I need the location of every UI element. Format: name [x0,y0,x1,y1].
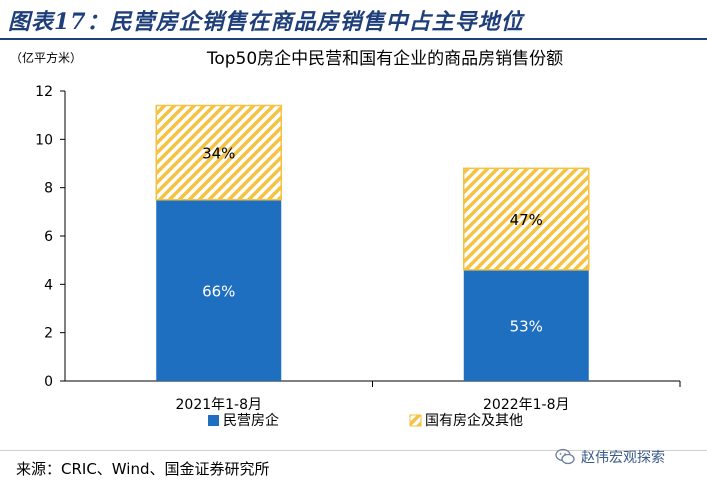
data-label: 66% [202,282,235,300]
legend-swatch [409,414,422,427]
y-tick-label: 0 [44,374,53,390]
y-tick-label: 10 [35,132,53,148]
y-tick-label: 4 [44,277,53,293]
watermark-text: 赵伟宏观探索 [581,450,665,466]
data-label: 34% [202,145,235,163]
y-tick-label: 2 [44,326,53,342]
wechat-icon [555,448,575,465]
bar-segment [463,269,589,381]
legend-label: 民营房企 [223,412,279,429]
footer-divider [0,450,707,451]
chart-title: Top50房企中民营和国有企业的商品房销售份额 [206,49,563,69]
y-tick-label: 8 [44,181,53,197]
figure-title: 图表17：民营房企销售在商品房销售中占主导地位 [8,9,524,35]
bar-segment [463,167,590,271]
y-tick-label: 6 [44,229,53,245]
legend-swatch [208,415,219,426]
data-label: 53% [510,317,543,335]
bar-segment [156,199,282,381]
y-axis-label: （亿平方米） [10,50,82,65]
figure-header: 图表17：民营房企销售在商品房销售中占主导地位 [0,0,707,40]
y-tick-label: 12 [35,84,53,100]
x-tick-label: 2021年1-8月 [176,397,263,413]
bar-segment [155,104,282,201]
data-label: 47% [510,211,543,229]
stacked-bar-chart: Top50房企中民营和国有企业的商品房销售份额 （亿平方米） 0 2 4 6 8 10 12… [10,49,681,429]
source-note: 来源：CRIC、Wind、国金证券研究所 [16,460,270,478]
legend-label: 国有房企及其他 [425,412,523,429]
x-tick-label: 2022年1-8月 [483,397,570,413]
watermark: 赵伟宏观探索 [555,447,665,467]
